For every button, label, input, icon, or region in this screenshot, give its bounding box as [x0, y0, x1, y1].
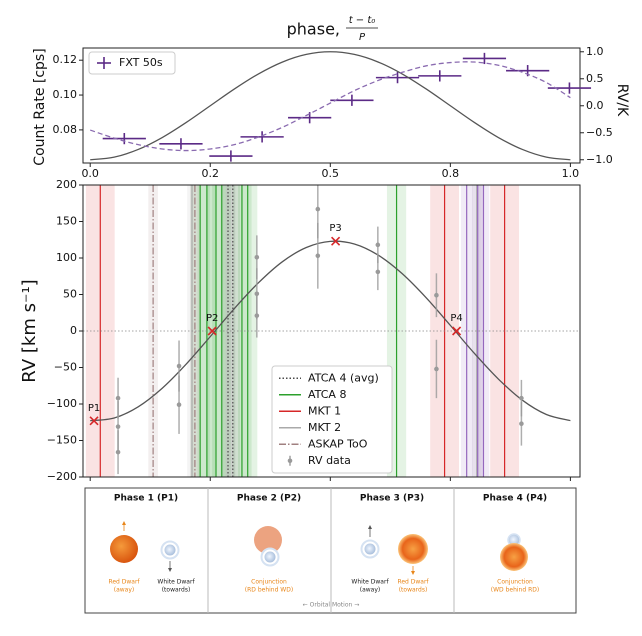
phase-point-label: P2 [206, 313, 218, 324]
y2-tick-label: −1.0 [586, 153, 613, 166]
red-dwarf [500, 543, 528, 571]
y2-tick-label: 1.0 [586, 45, 604, 58]
legend-box [271, 365, 393, 474]
rv-point [115, 395, 121, 401]
star-label: Red Dwarf [397, 579, 429, 586]
y-tick-label: 0.10 [53, 88, 78, 101]
star-label: (WD behind RD) [491, 587, 539, 594]
white-dwarf [164, 544, 176, 556]
x-tick-label: 0.5 [322, 167, 340, 180]
phase-point [89, 416, 99, 426]
y2-tick-label: 0.5 [586, 72, 604, 85]
red-dwarf [398, 534, 428, 564]
white-dwarf-halo [160, 540, 180, 560]
y2-tick-label: −0.5 [586, 126, 613, 139]
phase-point [452, 326, 462, 336]
y-tick-label: 50 [63, 288, 77, 301]
legend-label: ATCA 8 [308, 388, 346, 401]
legend-box [88, 51, 176, 75]
curve [90, 240, 571, 422]
y-tick-label: 100 [56, 251, 77, 264]
rv-point [375, 242, 381, 248]
legend-label: MKT 1 [308, 404, 341, 417]
star-label: White Dwarf [157, 579, 195, 586]
title-denominator: P [359, 32, 366, 43]
legend-marker [287, 458, 293, 464]
rv-point [315, 253, 321, 259]
phase-title: Phase 3 (P3) [360, 494, 424, 504]
y-tick-label: −100 [47, 397, 77, 410]
rv-point [434, 366, 439, 372]
red-dwarf [254, 526, 282, 554]
rv-point [254, 254, 260, 260]
rv-point [315, 206, 321, 212]
white-dwarf [264, 551, 276, 563]
rv-point [254, 313, 260, 318]
x-tick-label: 0.8 [442, 167, 460, 180]
rv-point [115, 449, 121, 455]
white-dwarf [364, 543, 376, 555]
legend-label: MKT 2 [308, 421, 341, 434]
rv-point [519, 421, 524, 427]
star-label: (RD behind WD) [245, 587, 293, 594]
title-numerator: t − t₀ [349, 15, 376, 26]
star-label: Conjunction [251, 579, 287, 586]
x-tick-label: 0.0 [81, 167, 99, 180]
phase-title: Phase 1 (P1) [114, 494, 178, 504]
star-label: (away) [114, 587, 135, 594]
curve [90, 51, 571, 161]
y2-tick-label: 0.0 [586, 99, 604, 112]
y2-axis-label: RV/K [614, 84, 630, 117]
rv-point [375, 269, 381, 275]
y-tick-label: 0 [70, 324, 77, 337]
legend-label: FXT 50s [119, 56, 163, 69]
rv-point [115, 424, 121, 429]
curve [89, 61, 571, 152]
rv-point [176, 363, 182, 369]
chart-title: phase, [287, 20, 340, 39]
star-label: (towards) [399, 587, 428, 594]
phase-point-label: P4 [450, 313, 462, 324]
legend-label: RV data [308, 454, 351, 467]
star-label: (towards) [162, 587, 191, 594]
red-dwarf [110, 535, 138, 563]
y-tick-label: −200 [47, 470, 77, 483]
phase-panel: Phase 1 (P1) Phase 2 (P2) Phase 3 (P3) P… [84, 487, 577, 614]
obs-band [220, 185, 236, 477]
phase-point-label: P3 [329, 223, 341, 234]
x-tick-label: 0.2 [202, 167, 220, 180]
phase-point [207, 326, 217, 336]
white-dwarf-halo [360, 539, 380, 559]
y-axis-label: Count Rate [cps] [32, 48, 48, 165]
y-tick-label: 150 [56, 215, 77, 228]
plot-area [83, 185, 580, 477]
x-tick-label: 1.0 [562, 167, 580, 180]
phase-point [331, 236, 341, 246]
obs-band [225, 185, 241, 477]
legend-label: ATCA 4 (avg) [308, 371, 379, 384]
star-label: (away) [360, 587, 381, 594]
y-tick-label: −150 [47, 434, 77, 447]
phase-title: Phase 2 (P2) [237, 494, 301, 504]
obs-band [190, 185, 200, 477]
star-label: Red Dwarf [108, 579, 140, 586]
star-label: Conjunction [497, 579, 533, 586]
legend-label: ASKAP ToO [308, 437, 368, 450]
footer: ← Orbital Motion → [303, 602, 359, 609]
y-axis-label: RV [km s⁻¹] [19, 279, 40, 382]
phase-title: Phase 4 (P4) [483, 494, 547, 504]
y-tick-label: 200 [56, 178, 77, 191]
rv-point [176, 402, 182, 408]
y-tick-label: 0.08 [53, 123, 78, 136]
phase-point-label: P1 [88, 403, 100, 414]
y-tick-label: −50 [54, 361, 77, 374]
rv-point [519, 395, 524, 401]
y-tick-label: 0.12 [53, 53, 78, 66]
rv-point [434, 292, 439, 298]
star-label: White Dwarf [351, 579, 389, 586]
